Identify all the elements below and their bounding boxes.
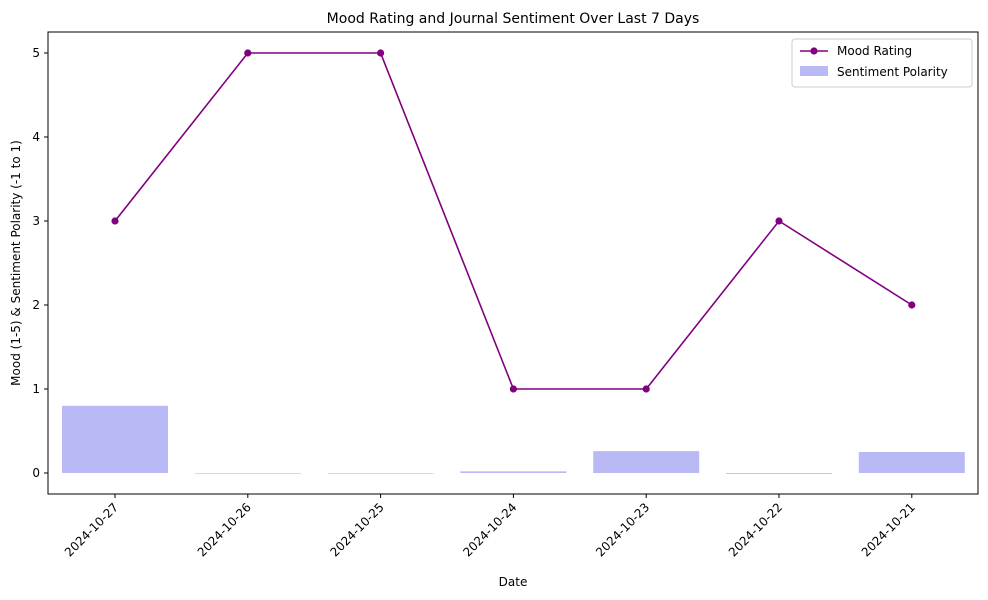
plot-frame (47, 31, 979, 495)
x-tick-label: 2024-10-23 (593, 500, 652, 559)
y-tick-label: 4 (32, 130, 40, 144)
legend-bar-swatch (800, 66, 828, 76)
y-tick-label: 3 (32, 214, 40, 228)
y-tick-label: 0 (32, 466, 40, 480)
mood-rating-line (114, 52, 913, 390)
x-axis-label: Date (499, 575, 528, 589)
mood-point-2024-10-25 (377, 49, 385, 57)
y-axis-label: Mood (1-5) & Sentiment Polarity (-1 to 1… (9, 140, 23, 386)
y-tick-label: 5 (32, 46, 40, 60)
mood-point-2024-10-21 (908, 301, 916, 309)
x-tick-label: 2024-10-25 (328, 500, 387, 559)
mood-point-2024-10-26 (244, 49, 252, 57)
x-tick-label: 2024-10-24 (460, 500, 519, 559)
sentiment-bar-2024-10-27 (62, 405, 168, 473)
legend-box (791, 38, 973, 88)
y-tick-label: 1 (32, 382, 40, 396)
legend: Mood Rating Sentiment Polarity (791, 38, 973, 88)
mood-point-2024-10-23 (642, 385, 650, 393)
legend-label-mood: Mood Rating (837, 44, 912, 58)
sentiment-bar-2024-10-26 (194, 473, 301, 474)
sentiment-bar-2024-10-23 (593, 451, 700, 473)
x-tick-label: 2024-10-22 (726, 500, 785, 559)
x-tick-label: 2024-10-27 (62, 500, 121, 559)
mood-point-2024-10-22 (775, 217, 783, 225)
chart-title: Mood Rating and Journal Sentiment Over L… (327, 11, 700, 27)
sentiment-bar-2024-10-24 (460, 471, 567, 473)
x-tick-label: 2024-10-26 (195, 500, 254, 559)
x-tick-label: 2024-10-21 (859, 500, 918, 559)
y-tick-label: 2 (32, 298, 40, 312)
legend-marker-swatch (810, 47, 818, 55)
sentiment-bar-2024-10-25 (327, 473, 434, 474)
mood-point-2024-10-24 (509, 385, 517, 393)
sentiment-bar-2024-10-21 (858, 452, 965, 473)
mood-point-2024-10-27 (111, 217, 119, 225)
legend-label-sentiment: Sentiment Polarity (837, 65, 948, 79)
sentiment-bar-2024-10-22 (726, 473, 832, 474)
